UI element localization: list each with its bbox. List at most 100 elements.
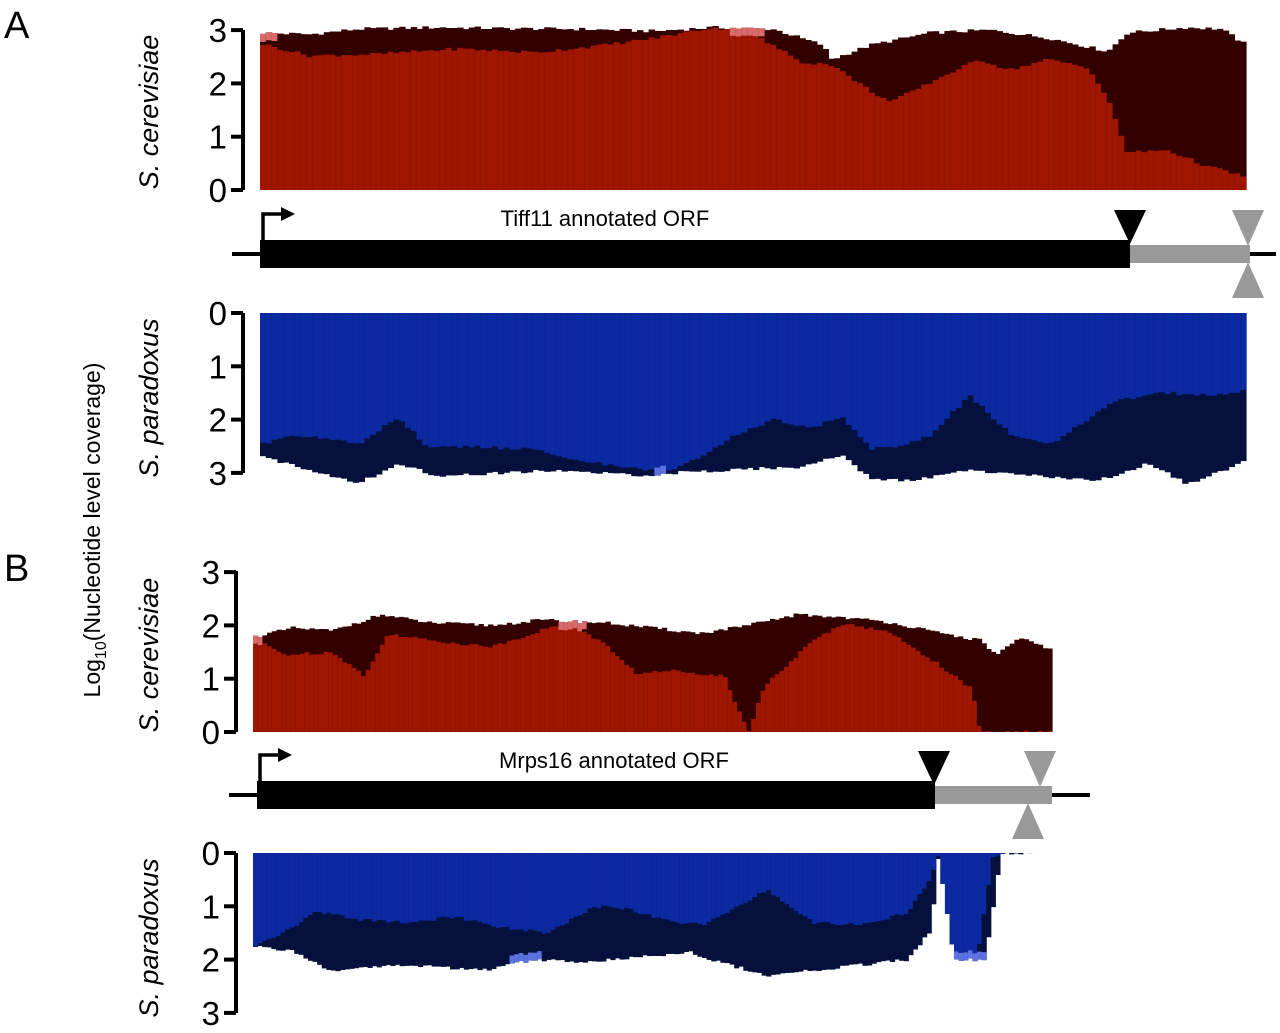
high-coverage-bar bbox=[981, 952, 987, 961]
mapped-coverage-bar bbox=[816, 62, 824, 190]
high-coverage-bar bbox=[954, 951, 960, 960]
mapped-coverage-bar bbox=[1124, 313, 1131, 398]
mapped-coverage-bar bbox=[417, 638, 423, 732]
mapped-coverage-bar bbox=[271, 46, 278, 190]
total-coverage-bar bbox=[1170, 313, 1177, 478]
mapped-coverage-bar bbox=[926, 853, 932, 881]
mapped-coverage-bar bbox=[398, 637, 404, 732]
mapped-coverage-bar bbox=[1106, 102, 1114, 190]
mapped-coverage-bar bbox=[831, 628, 837, 732]
mapped-coverage-bar bbox=[654, 38, 661, 190]
mapped-coverage-bar bbox=[887, 633, 893, 732]
mapped-coverage-bar bbox=[277, 313, 284, 439]
mapped-coverage-bar bbox=[1014, 69, 1021, 190]
mapped-coverage-bar bbox=[956, 69, 963, 190]
mapped-coverage-bar bbox=[262, 643, 268, 732]
mapped-coverage-bar bbox=[1112, 313, 1119, 402]
total-coverage-bar bbox=[1118, 39, 1125, 191]
mapped-coverage-bar bbox=[685, 672, 691, 732]
promoter-arrowhead bbox=[281, 207, 295, 221]
high-coverage-bar bbox=[257, 637, 263, 646]
total-coverage-bar bbox=[1240, 41, 1247, 190]
mapped-coverage-bar bbox=[1089, 74, 1096, 190]
mapped-coverage-bar bbox=[294, 313, 302, 437]
mapped-coverage-bar bbox=[758, 38, 766, 190]
mapped-coverage-bar bbox=[459, 853, 465, 917]
mapped-coverage-bar bbox=[899, 853, 905, 916]
mapped-coverage-bar bbox=[712, 313, 719, 448]
mapped-coverage-bar bbox=[782, 313, 789, 424]
mapped-coverage-bar bbox=[770, 853, 776, 896]
mapped-coverage-bar bbox=[344, 853, 350, 919]
mapped-coverage-bar bbox=[657, 672, 663, 732]
mapped-coverage-bar bbox=[949, 853, 955, 945]
mapped-coverage-bar bbox=[822, 313, 829, 422]
mapped-coverage-bar bbox=[408, 637, 414, 732]
mapped-coverage-bar bbox=[573, 48, 580, 190]
total-coverage-bar bbox=[912, 853, 919, 950]
mapped-coverage-bar bbox=[903, 853, 909, 915]
mapped-coverage-bar bbox=[381, 313, 389, 426]
mapped-coverage-bar bbox=[1170, 313, 1177, 392]
mapped-coverage-bar bbox=[330, 853, 337, 915]
mapped-coverage-bar bbox=[1199, 313, 1206, 394]
mapped-coverage-bar bbox=[718, 29, 725, 190]
mapped-coverage-bar bbox=[266, 853, 272, 939]
mapped-coverage-bar bbox=[294, 853, 300, 926]
mapped-coverage-bar bbox=[326, 853, 332, 913]
mapped-coverage-bar bbox=[426, 640, 433, 732]
mapped-coverage-bar bbox=[516, 639, 522, 732]
mapped-coverage-bar bbox=[1130, 151, 1137, 190]
mapped-coverage-bar bbox=[303, 853, 309, 918]
mapped-coverage-bar bbox=[656, 853, 662, 918]
mapped-coverage-bar bbox=[613, 313, 621, 467]
mapped-coverage-bar bbox=[445, 853, 451, 918]
mapped-coverage-bar bbox=[405, 52, 412, 191]
mapped-coverage-bar bbox=[863, 86, 870, 190]
mapped-coverage-bar bbox=[671, 313, 679, 470]
mapped-coverage-bar bbox=[1193, 313, 1201, 396]
mapped-coverage-bar bbox=[637, 853, 644, 914]
mapped-coverage-bar bbox=[271, 853, 277, 938]
mapped-coverage-bar bbox=[915, 650, 921, 732]
mapped-coverage-bar bbox=[811, 313, 818, 427]
mapped-coverage-bar bbox=[929, 661, 936, 732]
mapped-coverage-bar bbox=[1008, 68, 1015, 190]
mapped-coverage-bar bbox=[979, 313, 986, 406]
total-coverage-bar bbox=[738, 853, 744, 967]
mapped-coverage-bar bbox=[321, 853, 327, 914]
mapped-coverage-bar bbox=[990, 64, 998, 190]
mapped-coverage-bar bbox=[257, 853, 263, 944]
high-coverage-bar bbox=[654, 467, 661, 476]
mapped-coverage-bar bbox=[514, 853, 520, 930]
total-coverage-bar bbox=[1014, 639, 1020, 732]
mapped-coverage-bar bbox=[352, 55, 360, 191]
mapped-coverage-bar bbox=[445, 313, 452, 447]
mapped-coverage-bar bbox=[451, 50, 458, 190]
mapped-coverage-bar bbox=[741, 32, 748, 190]
mapped-coverage-bar bbox=[1205, 313, 1212, 396]
mapped-coverage-bar bbox=[886, 313, 893, 447]
utr-bar bbox=[935, 786, 1052, 804]
mapped-coverage-bar bbox=[367, 853, 373, 920]
mapped-coverage-bar bbox=[511, 639, 517, 732]
y-tick-label: 0 bbox=[209, 295, 227, 332]
mapped-coverage-bar bbox=[629, 667, 635, 732]
mapped-coverage-bar bbox=[660, 313, 667, 473]
mapped-coverage-bar bbox=[637, 313, 644, 469]
mapped-coverage-bar bbox=[1135, 313, 1143, 398]
mapped-coverage-bar bbox=[558, 627, 564, 732]
mapped-coverage-bar bbox=[468, 313, 476, 448]
total-coverage-bar bbox=[1176, 313, 1183, 479]
mapped-coverage-bar bbox=[704, 675, 710, 732]
mapped-coverage-bar bbox=[605, 853, 612, 907]
mapped-coverage-bar bbox=[596, 313, 603, 463]
mapped-coverage-bar bbox=[863, 313, 870, 443]
mapped-coverage-bar bbox=[898, 95, 905, 190]
mapped-coverage-bar bbox=[265, 313, 273, 444]
mapped-coverage-bar bbox=[289, 313, 296, 436]
mapped-coverage-bar bbox=[1193, 163, 1201, 190]
mapped-coverage-bar bbox=[927, 83, 934, 190]
mapped-coverage-bar bbox=[1234, 313, 1241, 393]
mapped-coverage-bar bbox=[973, 313, 980, 403]
